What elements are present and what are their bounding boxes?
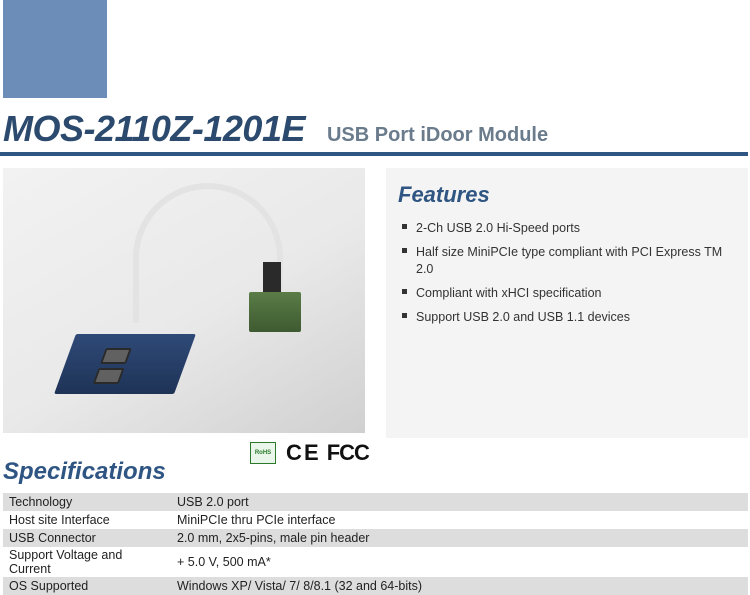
table-row: USB Connector 2.0 mm, 2x5-pins, male pin…	[3, 529, 748, 547]
page-subtitle: USB Port iDoor Module	[327, 124, 548, 147]
spec-label: Technology	[3, 493, 171, 511]
feature-item: Half size MiniPCIe type compliant with P…	[398, 240, 736, 281]
spec-value: 2.0 mm, 2x5-pins, male pin header	[171, 529, 748, 547]
table-row: Host site Interface MiniPCIe thru PCIe i…	[3, 511, 748, 529]
feature-item: 2-Ch USB 2.0 Hi-Speed ports	[398, 216, 736, 240]
table-row: Technology USB 2.0 port	[3, 493, 748, 511]
feature-item: Support USB 2.0 and USB 1.1 devices	[398, 305, 736, 329]
spec-value: + 5.0 V, 500 mA*	[171, 547, 748, 577]
page-title: MOS-2110Z-1201E	[3, 108, 305, 150]
spec-value: MiniPCIe thru PCIe interface	[171, 511, 748, 529]
spec-label: OS Supported	[3, 577, 171, 595]
features-list: 2-Ch USB 2.0 Hi-Speed ports Half size Mi…	[398, 216, 736, 329]
title-row: MOS-2110Z-1201E USB Port iDoor Module	[3, 108, 548, 150]
specs-heading: Specifications	[3, 458, 166, 486]
accent-block	[3, 0, 107, 98]
spec-label: USB Connector	[3, 529, 171, 547]
feature-item: Compliant with xHCI specification	[398, 281, 736, 305]
specs-table: Technology USB 2.0 port Host site Interf…	[3, 493, 748, 595]
spec-label: Host site Interface	[3, 511, 171, 529]
spec-value: USB 2.0 port	[171, 493, 748, 511]
table-row: Support Voltage and Current + 5.0 V, 500…	[3, 547, 748, 577]
features-panel: Features 2-Ch USB 2.0 Hi-Speed ports Hal…	[386, 168, 748, 438]
spec-label: Support Voltage and Current	[3, 547, 171, 577]
spec-value: Windows XP/ Vista/ 7/ 8/8.1 (32 and 64-b…	[171, 577, 748, 595]
product-photo	[3, 168, 365, 433]
ce-mark: C E	[286, 440, 317, 466]
table-row: OS Supported Windows XP/ Vista/ 7/ 8/8.1…	[3, 577, 748, 595]
fcc-mark: FCC	[327, 440, 369, 466]
features-heading: Features	[398, 182, 736, 208]
header-divider	[0, 152, 748, 156]
rohs-badge: RoHS	[250, 442, 276, 464]
certification-row: RoHS C E FCC	[250, 440, 369, 466]
